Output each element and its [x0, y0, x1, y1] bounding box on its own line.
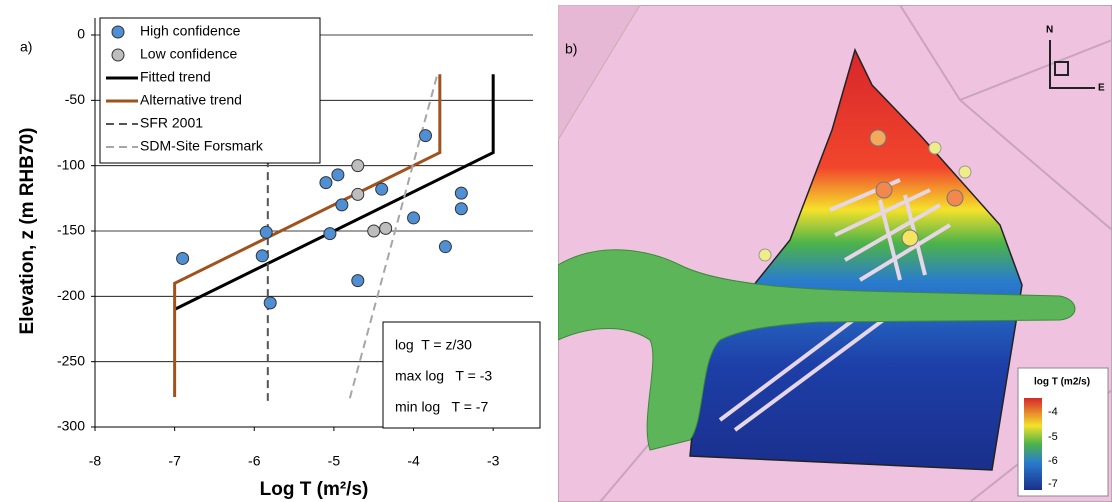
data-point	[438, 240, 452, 254]
data-point	[367, 224, 381, 238]
data-point	[335, 198, 349, 212]
green-body	[558, 249, 1076, 451]
x-tick-label: -3	[487, 453, 500, 469]
y-tick-label: -100	[57, 156, 85, 172]
y-axis-label: Elevation, z (m RHB70)	[17, 128, 38, 335]
y-tick-label: -200	[57, 287, 85, 303]
borehole	[758, 248, 772, 262]
annotation: min log T = -7	[395, 399, 488, 415]
data-point	[331, 168, 345, 182]
map-legend-title: log T (m2/s)	[1034, 377, 1090, 388]
borehole	[869, 129, 887, 147]
data-point	[375, 182, 389, 196]
y-tick-label: -150	[57, 222, 85, 238]
data-point	[319, 176, 333, 190]
data-point	[351, 187, 365, 201]
borehole	[958, 165, 972, 179]
map: b) N E log T (m2/s) -4 -5 -6 -7	[558, 5, 1112, 502]
data-point	[418, 129, 432, 143]
map-boundary	[599, 5, 1112, 502]
colorbar-label: -7	[1048, 478, 1058, 490]
legend-box	[99, 17, 321, 164]
y-tick-label: -300	[57, 418, 85, 434]
legend-label: Fitted trend	[140, 69, 211, 85]
colorbar	[1024, 398, 1042, 490]
colorbar-label: -4	[1048, 406, 1058, 418]
legend-label: Alternative trend	[140, 92, 242, 108]
legend-swatch	[111, 48, 125, 62]
trend-line	[173, 74, 442, 397]
east-label: E	[1098, 83, 1105, 94]
legend-label: High confidence	[140, 23, 241, 39]
borehole	[901, 229, 919, 247]
legend-label: SDM-Site Forsmark	[140, 138, 264, 154]
x-axis-label: Log T (m²/s)	[260, 479, 369, 500]
x-tick-label: -4	[407, 453, 420, 469]
annotation: max log T = -3	[395, 368, 492, 384]
data-point	[407, 211, 421, 225]
data-point	[454, 202, 468, 216]
data-point	[351, 274, 365, 288]
panel-label: a)	[20, 39, 32, 55]
data-point	[323, 227, 337, 241]
annotation-box	[382, 321, 541, 429]
colorbar-label: -6	[1048, 455, 1058, 467]
north-arrow	[1049, 40, 1095, 89]
x-tick-label: -7	[168, 453, 181, 469]
y-tick-label: -50	[65, 91, 85, 107]
data-point	[454, 186, 468, 200]
model-domain	[689, 47, 1023, 471]
annotation: log T = z/30	[395, 337, 472, 353]
data-point	[255, 249, 269, 263]
x-tick-label: -6	[248, 453, 261, 469]
borehole	[875, 181, 893, 199]
north-label: N	[1046, 25, 1053, 36]
colorbar-label: -5	[1048, 431, 1058, 443]
legend-swatch	[111, 25, 125, 39]
data-point	[351, 159, 365, 173]
panel-label: b)	[565, 41, 577, 57]
x-tick-label: -5	[328, 453, 341, 469]
data-point	[176, 251, 190, 265]
borehole	[946, 189, 964, 207]
y-tick-label: -250	[57, 352, 85, 368]
legend-label: Low confidence	[140, 46, 238, 62]
data-point	[379, 221, 393, 235]
y-tick-label: 0	[77, 26, 85, 42]
borehole	[928, 141, 942, 155]
map-zone	[558, 5, 641, 141]
trend-line	[348, 73, 439, 399]
tunnels	[718, 178, 952, 432]
legend-label: SFR 2001	[140, 115, 203, 131]
data-point	[263, 296, 277, 310]
x-tick-label: -8	[89, 453, 102, 469]
data-point	[259, 225, 273, 239]
trend-line	[173, 74, 495, 311]
